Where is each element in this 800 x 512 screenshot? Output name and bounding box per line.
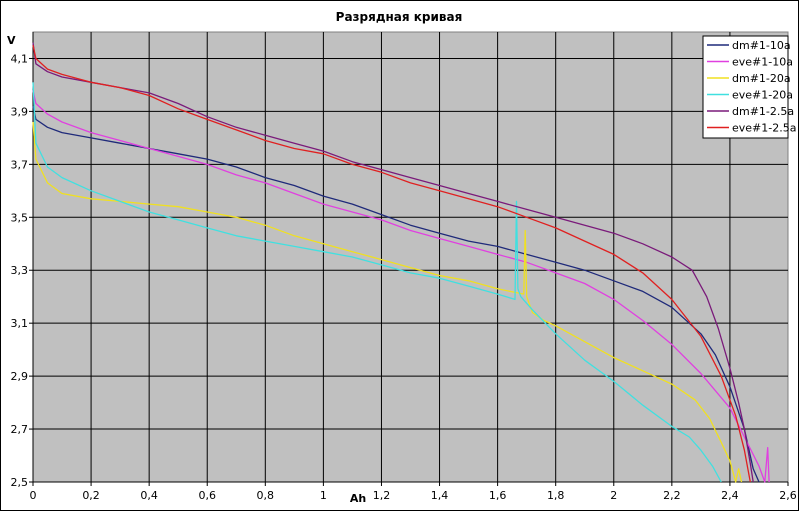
legend: dm#1-10a eve#1-10a dm#1-20a eve#1-20a dm#1-2… [702,35,796,139]
series-line-eve#1-10a [32,90,770,483]
x-tick-label: 2,6 [779,489,797,502]
x-tick-label: 1,2 [373,489,391,502]
legend-entry: dm#1-2.5a [732,105,794,118]
y-tick-label: 3,1 [11,317,29,330]
x-tick-label: 0,4 [140,489,158,502]
y-axis-label: V [7,34,16,47]
x-tick-label: 0 [30,489,37,502]
x-tick-label: 0,2 [82,489,100,502]
legend-entry: eve#1-2.5a [732,122,796,135]
x-tick-label: 0,6 [198,489,216,502]
x-tick-label: 1,4 [431,489,449,502]
y-tick-label: 2,5 [11,476,29,489]
x-tick-label: 1,8 [547,489,565,502]
y-tick-label: 2,7 [11,423,29,436]
y-tick-label: 2,9 [11,370,29,383]
legend-box [702,35,789,139]
x-tick-label: 2,2 [663,489,681,502]
y-tick-label: 3,7 [11,158,29,171]
chart-title: Разрядная кривая [336,10,463,24]
series-line-dm#1-20a [32,121,743,483]
y-tick-label: 4,1 [11,52,29,65]
legend-entry: eve#1-20a [732,89,793,102]
y-tick-label: 3,3 [11,264,29,277]
legend-entry: dm#1-20a [732,72,791,85]
series-line-dm#1-2.5a [32,42,754,483]
x-tick-label: 2 [610,489,617,502]
legend-entry: eve#1-10a [732,56,793,69]
x-tick-label: 1,6 [489,489,507,502]
plot-background [32,31,789,483]
series-line-eve#1-20a [32,82,722,483]
legend-entry: dm#1-10a [732,39,791,52]
plot-area [29,31,789,486]
series-line-dm#1-10a [32,105,760,483]
x-tick-label: 2,4 [721,489,739,502]
x-axis-label: Ah [350,492,366,505]
series-line-eve#1-2.5a [32,45,751,483]
y-tick-label: 3,5 [11,211,29,224]
x-tick-label: 1 [320,489,327,502]
x-tick-label: 0,8 [257,489,275,502]
y-tick-label: 3,9 [11,105,29,118]
